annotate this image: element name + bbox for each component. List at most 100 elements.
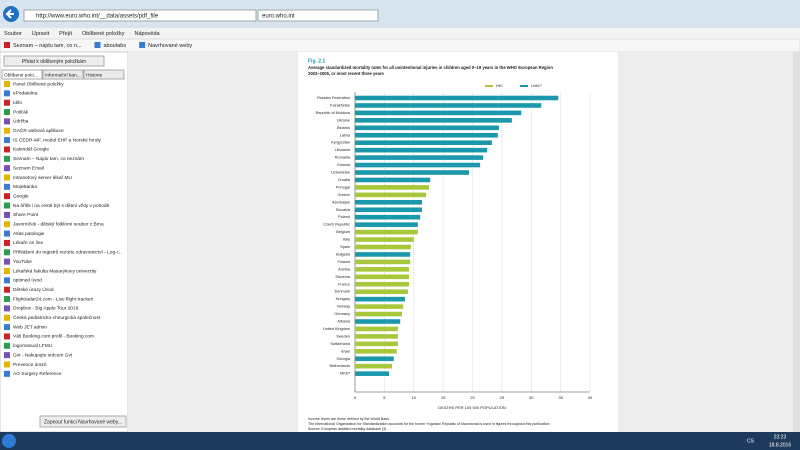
favorite-item[interactable]: Lékařská fakulta Masarykovy univerzity <box>13 268 97 274</box>
favorite-item[interactable]: Web JET admin <box>13 324 47 330</box>
menu-item[interactable]: Soubor <box>4 31 22 37</box>
sidebar-tab[interactable] <box>1 69 43 80</box>
y-tick-label: Kyrgyzstan <box>331 141 350 145</box>
x-axis-label: DEATHS PER 100 000 POPULATION <box>438 405 506 410</box>
favorite-item[interactable]: Share Point <box>13 212 39 218</box>
address-bar[interactable] <box>23 9 257 22</box>
legend-label: HIC <box>496 83 503 88</box>
favorite-item[interactable]: Dropbox - Big Apple Tour 2016 <box>13 306 79 312</box>
y-tick-label: Sweden <box>336 334 350 338</box>
add-favorite-button[interactable] <box>3 55 105 67</box>
favorite-icon <box>4 193 10 200</box>
sidebar-tab[interactable] <box>42 69 84 80</box>
bar <box>355 281 410 287</box>
y-tick-label: Portugal <box>336 185 350 189</box>
favorite-item[interactable]: Přihlášení do registrů rezortu zdravotni… <box>13 249 122 256</box>
favorite-item[interactable]: GAČR webová aplikace <box>13 127 64 134</box>
legend-swatch <box>485 85 493 87</box>
favorite-item[interactable]: Lékaře on line <box>13 240 43 246</box>
favorite-item[interactable]: Google <box>13 193 29 199</box>
legend-swatch <box>520 85 528 87</box>
favorite-icon <box>4 118 10 125</box>
bar <box>355 311 402 317</box>
favorite-item[interactable]: AO Surgery Reference <box>13 371 62 377</box>
menu-item[interactable]: Přejít <box>59 31 72 37</box>
y-tick-label: MKD* <box>340 372 350 376</box>
menu-item[interactable]: Upravit <box>32 31 50 37</box>
favorite-link[interactable]: Navrhované weby <box>148 43 192 49</box>
bar <box>355 334 398 339</box>
menu-item[interactable]: Nápověda <box>135 31 161 37</box>
favorite-item[interactable]: Na hřišti i na cestě být s dětmi vždy v … <box>13 203 110 209</box>
bar <box>355 214 421 220</box>
bar <box>355 296 405 302</box>
y-tick-label: Hungary <box>336 297 350 301</box>
favorite-item[interactable]: Pošťák <box>13 109 29 115</box>
bar <box>355 103 542 108</box>
sidebar-tab-label[interactable]: Historie <box>86 72 103 78</box>
favorite-item[interactable]: Seznam – Najdu tam, co neznám <box>13 156 84 162</box>
y-tick-label: Slovenia <box>335 275 350 279</box>
note: Source: European detailed mortality data… <box>308 427 387 431</box>
favorite-item[interactable]: logomanual LFMU <box>13 343 53 349</box>
x-tick-label: 15 <box>441 395 446 400</box>
sidebar-tab[interactable] <box>83 69 125 80</box>
favorite-icon <box>139 42 146 48</box>
favorite-item[interactable]: Váš Booking.com profil - Booking.com <box>13 334 94 340</box>
favorite-icon <box>4 324 10 331</box>
start-button[interactable] <box>2 434 16 448</box>
sidebar <box>0 51 129 433</box>
favorite-icon <box>4 81 10 87</box>
y-tick-label: Republic of Moldova <box>316 111 351 115</box>
favorite-item[interactable]: ePodatelna <box>13 91 38 97</box>
favorite-item[interactable]: MojeBanka <box>13 184 37 190</box>
favorite-item[interactable]: Dětské úrazy Úvod <box>13 286 54 293</box>
favorite-item[interactable]: Javorníček - dětský folklórní soubor z B… <box>13 222 104 228</box>
bar <box>355 110 522 116</box>
favorite-item[interactable]: Panel Oblíbené položky <box>13 81 64 87</box>
favorite-item[interactable]: Gvt - Nakupujte srdcem Gvt <box>13 352 73 358</box>
bar <box>355 207 422 213</box>
favorite-icon <box>4 305 10 312</box>
bar <box>355 259 411 265</box>
favorite-item[interactable]: optimed úvod <box>13 278 42 284</box>
favorite-link[interactable]: Seznam – najdu tam, co n... <box>13 43 82 49</box>
favorite-item[interactable]: Prevence úrazů <box>13 361 47 368</box>
bar <box>355 326 398 332</box>
favorite-item[interactable]: Seznam Email <box>13 165 44 171</box>
y-tick-label: Russian Federation <box>317 96 350 100</box>
favorite-item[interactable]: Údržba <box>13 118 29 125</box>
bar <box>355 185 430 190</box>
y-tick-label: United Kingdom <box>323 327 350 331</box>
x-tick-label: 35 <box>558 395 563 400</box>
note: Income levels are those defined by the W… <box>308 417 390 421</box>
favorite-item[interactable]: Idifo <box>13 100 22 106</box>
favorite-icon <box>4 286 10 293</box>
tab[interactable] <box>257 9 379 22</box>
scrollbar[interactable] <box>793 52 800 432</box>
favorite-icon <box>4 342 10 349</box>
favorite-item[interactable]: YouTube <box>13 259 32 265</box>
bar <box>355 289 408 294</box>
y-tick-label: Germany <box>334 312 350 316</box>
y-tick-label: Georgia <box>336 357 350 361</box>
y-tick-label: Uzbekistan <box>331 171 350 175</box>
favorite-item[interactable]: IS CEDR-MF, modul EHP a Norské fondy <box>13 137 101 143</box>
favorite-link[interactable]: aboutabs <box>103 43 126 49</box>
sidebar-tab-label[interactable]: Oblíbené polo... <box>4 72 38 78</box>
x-tick-label: 10 <box>412 395 417 400</box>
favorite-item[interactable]: Intranetový server lékař MU <box>13 175 72 181</box>
chart-title: Average standardized mortality rates for… <box>308 65 553 70</box>
y-tick-label: Poland <box>338 215 350 219</box>
favorite-item[interactable]: Kalendář Google <box>13 147 49 153</box>
favorite-item[interactable]: Atlas patologie <box>13 231 45 237</box>
menu-item[interactable]: Oblíbené položky <box>82 31 125 37</box>
sidebar-tab-label[interactable]: Informační kan... <box>45 72 81 78</box>
favorite-item[interactable]: Česká pediatricko-chirurgická společnost <box>13 314 101 321</box>
favorite-icon <box>4 155 10 162</box>
favorite-item[interactable]: Flightradar24.com - Live flight tracker! <box>13 296 94 302</box>
suggested-sites-button[interactable] <box>39 415 127 428</box>
chart-title: 2003–2005, or most recent three years <box>308 71 385 76</box>
x-tick-label: 20 <box>470 395 475 400</box>
